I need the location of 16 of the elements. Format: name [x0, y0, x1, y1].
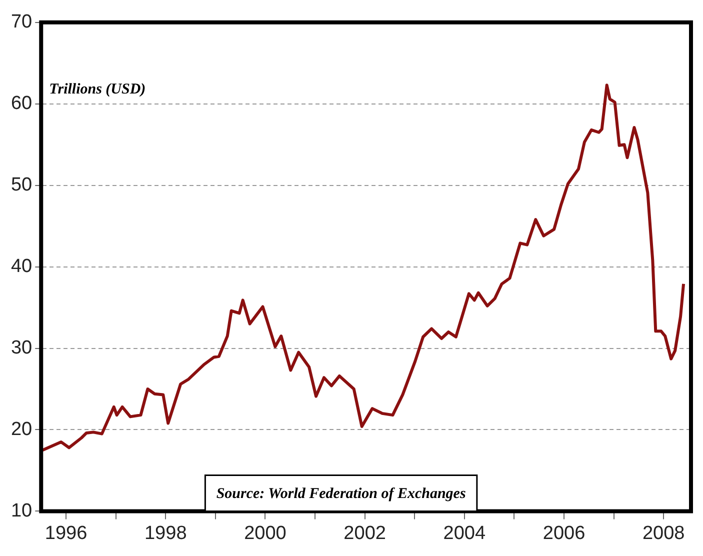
y-tick-label: 30	[10, 338, 32, 358]
y-tick-label: 40	[10, 256, 32, 278]
y-tick-label: 60	[10, 93, 32, 114]
x-tick-label: 1998	[144, 522, 187, 544]
y-axis-title: Trillions (USD)	[49, 81, 146, 98]
x-tick-label: 2002	[344, 522, 386, 544]
y-tick-label: 50	[10, 174, 32, 196]
annotation: Source: World Federation of Exchanges	[216, 486, 466, 502]
x-tick-label: 1996	[44, 522, 88, 544]
x-tick-label: 2004	[443, 522, 486, 544]
x-tick-label: 2006	[542, 522, 586, 544]
y-tick-label: 20	[10, 418, 32, 440]
y-tick-label: 10	[10, 500, 32, 522]
x-tick-label: 2008	[642, 522, 685, 544]
x-tick-label: 2000	[244, 522, 286, 544]
y-tick-label: 70	[10, 12, 32, 33]
